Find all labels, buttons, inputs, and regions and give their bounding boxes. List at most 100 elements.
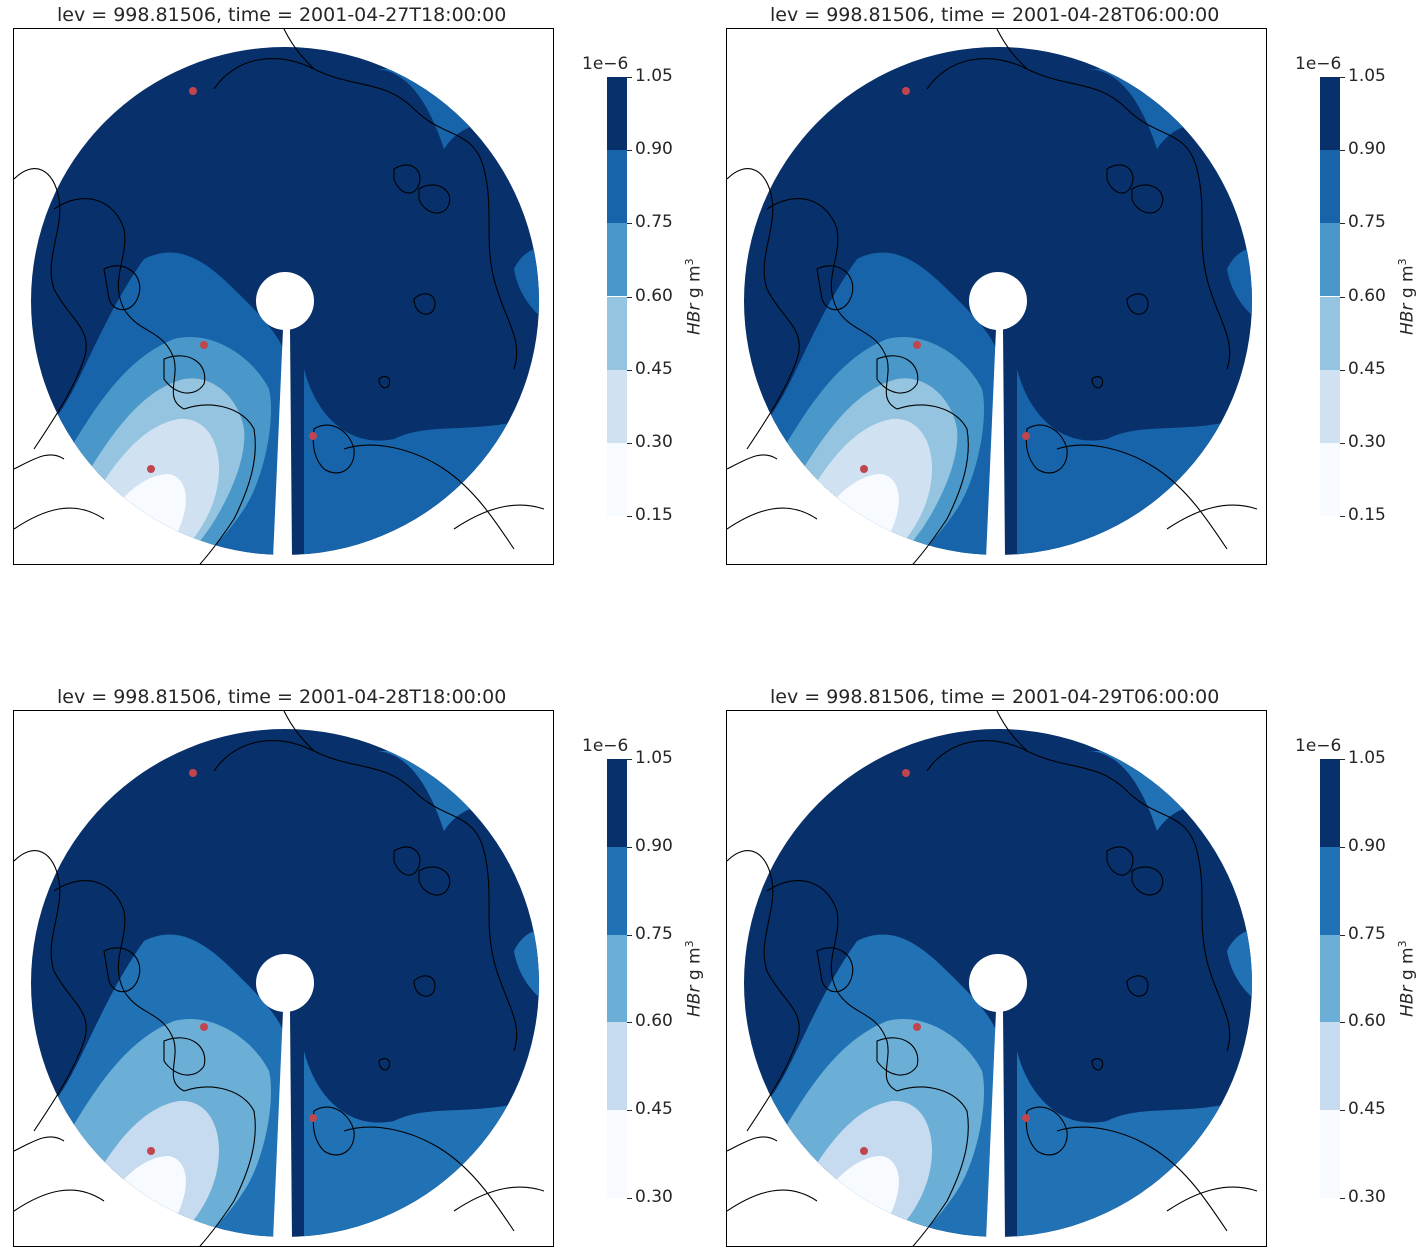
station-east-marker: [1022, 1114, 1030, 1122]
map-axes: [13, 710, 554, 1247]
colorbar-tick: [627, 150, 632, 152]
polar-map: [727, 29, 1258, 564]
coastline: [744, 507, 818, 530]
station-north-marker: [189, 769, 197, 777]
coastline: [744, 1189, 818, 1212]
polar-map: [727, 711, 1258, 1246]
station-north-marker: [189, 87, 197, 95]
station-east-marker: [309, 1114, 317, 1122]
colorbar-segment: [607, 296, 627, 370]
panel-title: lev = 998.81506, time = 2001-04-28T06:00…: [770, 4, 1220, 26]
pole-hole: [969, 272, 1027, 330]
contour-level-inner1: [807, 1156, 899, 1237]
colorbar-label-variable: HBr: [684, 985, 705, 1017]
colorbar-tick: [1340, 369, 1345, 371]
colorbar-tick-label: 0.30: [635, 1187, 673, 1207]
coastline: [453, 1186, 539, 1212]
colorbar-label-exponent: 3: [1396, 257, 1409, 265]
coastline: [1166, 1186, 1252, 1212]
coastline: [103, 265, 141, 311]
colorbar-tick: [1340, 150, 1345, 152]
colorbar-segment: [1320, 369, 1340, 443]
contour-level-inner1: [94, 474, 186, 555]
coastline: [766, 880, 898, 1092]
colorbar-label-unit: g m: [684, 264, 705, 304]
colorbar-tick-label: 0.90: [635, 139, 673, 160]
colorbar-tick-label: 1.05: [1348, 748, 1386, 768]
colorbar-tick: [627, 934, 632, 936]
missing-data-wedge: [986, 329, 1005, 559]
contour-level-southblob: [150, 951, 244, 1035]
colorbar-tick-label: 0.60: [1348, 285, 1386, 306]
colorbar-label-unit: g m: [1397, 946, 1418, 986]
coastline: [926, 58, 1231, 370]
coastline: [453, 504, 539, 530]
colorbar-tick: [627, 1198, 632, 1199]
colorbar-tick: [1340, 296, 1345, 298]
colorbar-tick-label: 0.30: [1348, 431, 1386, 452]
colorbar-segment: [1320, 223, 1340, 297]
colorbar-segment: [607, 1022, 627, 1111]
colorbar-label-variable: HBr: [684, 303, 705, 335]
colorbar-segment: [607, 442, 627, 516]
coastline: [378, 1058, 391, 1071]
coastline: [1091, 376, 1104, 389]
colorbar-tick: [627, 516, 632, 517]
colorbar-label-exponent: 3: [1396, 939, 1409, 947]
coastline: [418, 866, 451, 896]
colorbar-tick: [627, 759, 632, 760]
colorbar-segment: [607, 846, 627, 935]
coastline-outer: [453, 1186, 545, 1212]
colorbar-tick-label: 0.75: [635, 923, 673, 944]
coastline: [163, 1037, 206, 1076]
colorbar-tick-label: 0.30: [1348, 1187, 1386, 1207]
colorbar-segment: [1320, 442, 1340, 516]
contour-level-southblob: [863, 269, 957, 353]
contour-level-inner1: [94, 1156, 186, 1237]
coastline: [378, 376, 391, 389]
colorbar-tick: [627, 846, 632, 848]
colorbar-tick-label: 0.30: [635, 431, 673, 452]
pole-hole: [256, 954, 314, 1012]
colorbar-tick-label: 0.90: [1348, 139, 1386, 160]
coastline: [1126, 975, 1149, 997]
coastline: [996, 47, 1028, 70]
coastline: [173, 1086, 256, 1237]
coastline: [31, 1189, 105, 1212]
station-center-marker: [913, 1023, 921, 1031]
colorbar-tick: [627, 223, 632, 225]
colorbar-tick-label: 0.45: [635, 1099, 673, 1120]
coastline-outer: [14, 1136, 65, 1152]
coastline: [886, 404, 969, 555]
coastline: [1166, 504, 1252, 530]
colorbar-tick-label: 0.15: [1348, 505, 1386, 525]
colorbar-label: HBr g m3: [683, 258, 705, 335]
coastline-outer: [727, 454, 778, 470]
coastline: [926, 740, 1231, 1052]
colorbar-tick-label: 0.90: [1348, 835, 1386, 856]
colorbar-tick: [627, 1110, 632, 1112]
polar-map: [14, 29, 545, 564]
coastline: [876, 355, 919, 394]
missing-data-wedge: [273, 1011, 292, 1241]
colorbar-label: HBr g m3: [1396, 940, 1418, 1017]
colorbar-segment: [1320, 934, 1340, 1023]
colorbar-segment: [607, 1110, 627, 1198]
station-greenland-marker: [860, 465, 868, 473]
coastline: [1025, 424, 1068, 474]
coastline: [1131, 184, 1164, 214]
coastline: [1126, 293, 1149, 315]
colorbar-tick: [1340, 442, 1345, 444]
contour-level-southblob: [150, 269, 244, 353]
colorbar-tick-label: 0.15: [635, 505, 673, 525]
coastline: [393, 846, 421, 876]
coastline: [283, 47, 315, 70]
colorbar-tick: [627, 442, 632, 444]
colorbar-tick-label: 0.75: [1348, 923, 1386, 944]
colorbar-exponent: 1e−6: [582, 54, 629, 74]
station-north-marker: [902, 769, 910, 777]
coastline: [1091, 1058, 1104, 1071]
coastline: [53, 880, 185, 1092]
colorbar-label-unit: g m: [1397, 264, 1418, 304]
colorbar-segment: [1320, 77, 1340, 151]
